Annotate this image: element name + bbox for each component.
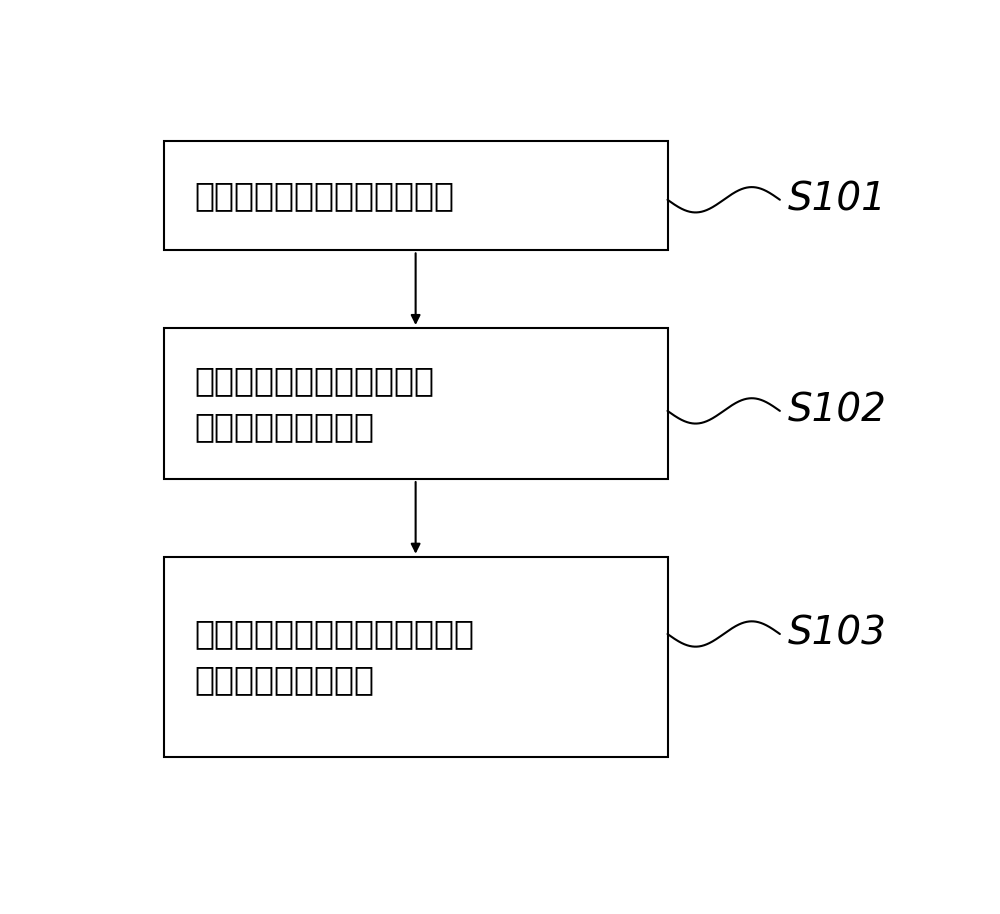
Text: 确定故障发生时高升力系统载荷
与设计需求载荷之比: 确定故障发生时高升力系统载荷 与设计需求载荷之比 [195,617,475,696]
Text: S102: S102 [788,392,887,430]
Bar [164,142,668,250]
Bar [164,328,668,479]
Text: S103: S103 [788,615,887,653]
Text: S101: S101 [788,181,887,218]
Bar [164,557,668,757]
Text: 获取所述待测飞机在放出增
升装置时的临界重量: 获取所述待测飞机在放出增 升装置时的临界重量 [195,364,435,443]
Text: 获取待测飞机的最大着陆重量: 获取待测飞机的最大着陆重量 [195,179,455,212]
